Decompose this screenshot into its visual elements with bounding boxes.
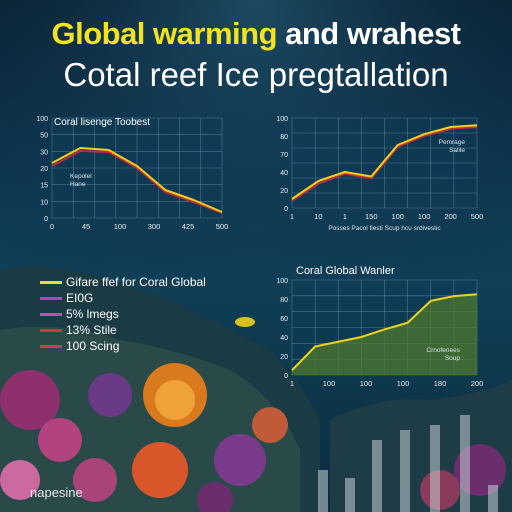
title-rest: and wrahest bbox=[285, 16, 461, 51]
y-tick-label: 0 bbox=[284, 206, 288, 213]
legend-item: 13% Stile bbox=[40, 323, 240, 339]
legend-swatch bbox=[40, 329, 62, 332]
legend-item: EI0G bbox=[40, 291, 240, 307]
series-line bbox=[291, 293, 478, 371]
page-subtitle: Cotal reef Ice pregtallation bbox=[63, 56, 449, 93]
x-tick-label: 45 bbox=[82, 222, 90, 231]
y-tick-label: 50 bbox=[40, 133, 48, 140]
x-tick-label: 150 bbox=[365, 212, 378, 221]
legend-label: 5% lmegs bbox=[66, 307, 119, 321]
chart-annotation: Salile bbox=[449, 147, 465, 154]
x-tick-label: 1 bbox=[290, 379, 294, 388]
series-line bbox=[291, 124, 478, 200]
x-tick-label: 100 bbox=[114, 222, 127, 231]
x-tick-label: 200 bbox=[444, 212, 457, 221]
y-tick-label: 60 bbox=[280, 316, 288, 323]
chart-annotation: Hane bbox=[70, 181, 86, 188]
legend-swatch bbox=[40, 281, 62, 284]
y-tick-label: 100 bbox=[276, 116, 288, 123]
x-tick-label: 10 bbox=[314, 212, 322, 221]
legend-label: Gifare ffef for Coral Global bbox=[66, 275, 206, 289]
y-tick-label: 80 bbox=[280, 134, 288, 141]
x-tick-label: 300 bbox=[148, 222, 161, 231]
y-tick-label: 20 bbox=[280, 354, 288, 361]
y-tick-label: 30 bbox=[40, 149, 48, 156]
y-tick-label: 15 bbox=[40, 183, 48, 190]
y-tick-label: 100 bbox=[276, 278, 288, 285]
x-tick-label: 1 bbox=[290, 212, 294, 221]
series-line bbox=[51, 150, 223, 214]
chart-title: Coral lisenge Toobest bbox=[54, 117, 150, 128]
footer-logo: napesine bbox=[30, 485, 83, 500]
chart-coral-global-wanler: 0 20 40 60 80 100 1 100 100 100 180 200 Coral Global… bbox=[276, 265, 484, 388]
x-tick-label: 100 bbox=[360, 379, 373, 388]
page-title: Global warming and wrahest bbox=[0, 16, 512, 52]
title-highlight: Global warming bbox=[51, 16, 277, 51]
y-tick-label: 0 bbox=[44, 216, 48, 223]
x-tick-label: 425 bbox=[182, 222, 195, 231]
x-tick-label: 1 bbox=[343, 212, 347, 221]
chart-pemrage-salile: 0 20 40 70 80 100 1 10 1 150 100 100 200 500 Posses Pa… bbox=[276, 116, 484, 232]
x-tick-label: 180 bbox=[434, 379, 447, 388]
chart-annotation: Crnofenees bbox=[426, 347, 460, 354]
x-tick-label: 0 bbox=[50, 222, 54, 231]
x-tick-label: 500 bbox=[216, 222, 229, 231]
legend-item: Gifare ffef for Coral Global bbox=[40, 275, 240, 291]
legend-label: 100 Scing bbox=[66, 339, 120, 353]
chart-title: Coral Global Wanler bbox=[296, 265, 395, 277]
legend-item: 100 Scing bbox=[40, 339, 240, 355]
y-tick-label: 20 bbox=[280, 188, 288, 195]
chart-annotation: Pemrage bbox=[439, 139, 466, 146]
x-tick-label: 100 bbox=[323, 379, 336, 388]
chart-annotation: Soup bbox=[445, 355, 461, 362]
series-line bbox=[51, 147, 223, 213]
legend-label: EI0G bbox=[66, 291, 94, 305]
x-tick-label: 500 bbox=[471, 212, 484, 221]
x-tick-label: 100 bbox=[391, 212, 404, 221]
x-axis-caption: Posses Pacol fiesti Scup hcu srdivestic bbox=[328, 225, 441, 232]
y-tick-label: 80 bbox=[280, 297, 288, 304]
y-tick-label: 70 bbox=[280, 152, 288, 159]
y-tick-label: 20 bbox=[40, 166, 48, 173]
y-tick-label: 40 bbox=[280, 335, 288, 342]
area-fill bbox=[292, 294, 477, 375]
legend-swatch bbox=[40, 345, 62, 348]
x-tick-label: 100 bbox=[418, 212, 431, 221]
chart-coral-lisenge: 0 10 15 20 30 50 100 0 45 100 300 425 500 Coral lisen… bbox=[36, 116, 229, 231]
x-tick-label: 200 bbox=[471, 379, 484, 388]
y-tick-label: 40 bbox=[280, 170, 288, 177]
legend: Gifare ffef for Coral Global EI0G 5% lme… bbox=[40, 275, 240, 355]
x-tick-label: 100 bbox=[397, 379, 410, 388]
series-line bbox=[291, 126, 478, 202]
legend-item: 5% lmegs bbox=[40, 307, 240, 323]
y-tick-label: 10 bbox=[40, 199, 48, 206]
y-tick-label: 100 bbox=[36, 116, 48, 123]
legend-swatch bbox=[40, 297, 62, 300]
chart-annotation: Kepolel bbox=[70, 173, 92, 180]
legend-swatch bbox=[40, 313, 62, 316]
legend-label: 13% Stile bbox=[66, 323, 117, 337]
y-tick-label: 0 bbox=[284, 373, 288, 380]
